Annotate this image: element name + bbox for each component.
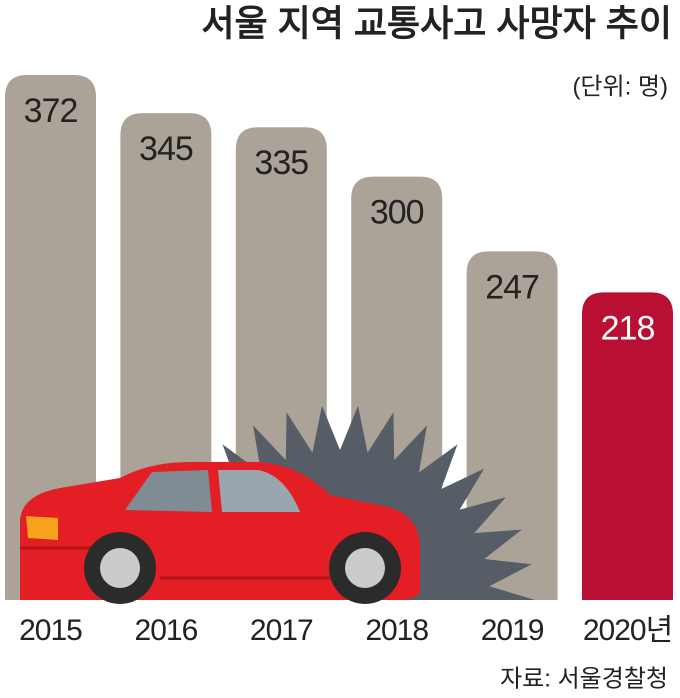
value-label: 218 (601, 309, 655, 347)
value-label: 372 (24, 92, 78, 130)
source-note: 자료: 서울경찰청 (500, 665, 668, 692)
value-label: 247 (485, 268, 539, 306)
car-window (218, 470, 300, 512)
car-headlight (26, 516, 58, 540)
unit-label: (단위: 명) (572, 73, 668, 100)
value-label: 300 (370, 194, 424, 232)
car-rim (100, 548, 140, 588)
x-tick-label: 2015 (19, 614, 82, 647)
chart-title: 서울 지역 교통사고 사망자 추이 (201, 3, 672, 44)
car-window (125, 470, 212, 512)
bar (582, 292, 673, 600)
x-tick-label: 2016 (135, 614, 198, 647)
car-rim (345, 548, 385, 588)
labels: 372 2015 345 2016 335 2017 300 2018 247 2019 218 20… (19, 92, 673, 647)
x-tick-label: 2019 (481, 614, 544, 647)
value-label: 345 (139, 130, 193, 168)
x-tick-label: 2020년 (583, 614, 672, 647)
x-tick-label: 2017 (250, 614, 313, 647)
x-tick-label: 2018 (365, 614, 428, 647)
value-label: 335 (254, 144, 308, 182)
car-illustration (20, 462, 420, 604)
bar (5, 75, 96, 600)
